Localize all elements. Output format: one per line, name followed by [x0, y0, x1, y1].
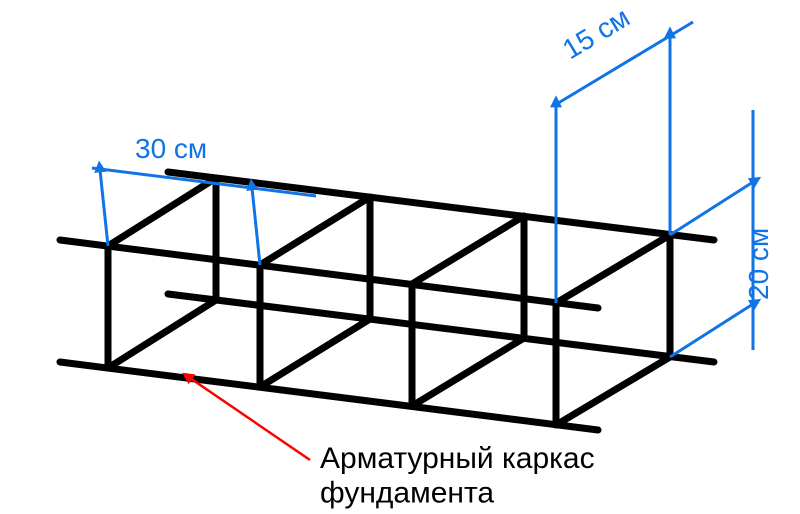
rebar-cage	[60, 172, 714, 430]
callout-label-line2: фундамента	[320, 477, 494, 510]
stirrup-2	[412, 216, 524, 406]
stirrup-0	[108, 178, 216, 368]
dim-height-label: 20 см	[743, 228, 774, 300]
long-bar-bot_front	[60, 362, 598, 430]
stirrup-3	[556, 235, 670, 425]
long-bar-bot_back	[168, 294, 714, 362]
stirrup-1	[260, 197, 370, 387]
long-bar-top_front	[60, 240, 598, 308]
dim-spacing-label: 30 см	[135, 133, 207, 164]
long-bar-top_back	[168, 172, 714, 240]
callout-label-line1: Арматурный каркас	[320, 442, 595, 475]
dim-width-label: 15 см	[557, 1, 635, 65]
callout: Арматурный каркасфундамента	[190, 378, 595, 510]
